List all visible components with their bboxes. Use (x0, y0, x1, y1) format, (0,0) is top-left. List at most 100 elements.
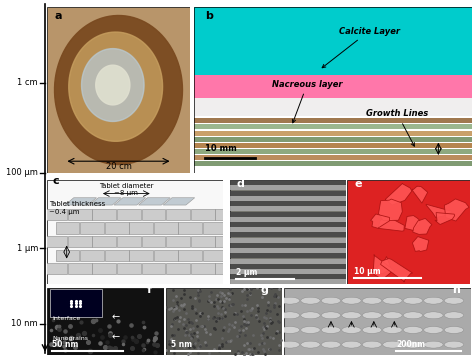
FancyBboxPatch shape (43, 263, 67, 274)
FancyBboxPatch shape (230, 269, 346, 274)
FancyBboxPatch shape (117, 209, 141, 220)
Polygon shape (82, 49, 144, 121)
FancyBboxPatch shape (43, 209, 67, 220)
Circle shape (403, 341, 423, 348)
FancyBboxPatch shape (230, 279, 346, 284)
FancyBboxPatch shape (194, 118, 472, 123)
Text: 5 nm: 5 nm (171, 340, 191, 349)
FancyBboxPatch shape (194, 125, 472, 129)
Polygon shape (373, 255, 395, 278)
Text: 1 cm: 1 cm (17, 78, 38, 87)
Circle shape (424, 297, 443, 304)
Circle shape (321, 297, 341, 304)
FancyBboxPatch shape (142, 263, 165, 274)
Polygon shape (379, 199, 402, 221)
FancyBboxPatch shape (230, 233, 346, 238)
Circle shape (403, 327, 423, 333)
Circle shape (444, 327, 464, 333)
Polygon shape (413, 219, 432, 234)
Circle shape (383, 341, 402, 348)
Circle shape (424, 341, 443, 348)
FancyBboxPatch shape (215, 236, 239, 247)
FancyBboxPatch shape (92, 209, 116, 220)
FancyBboxPatch shape (92, 263, 116, 274)
FancyBboxPatch shape (55, 249, 80, 261)
Polygon shape (378, 216, 404, 231)
FancyBboxPatch shape (92, 236, 116, 247)
FancyBboxPatch shape (230, 180, 346, 185)
Circle shape (301, 341, 320, 348)
Text: f: f (147, 285, 152, 295)
FancyBboxPatch shape (80, 249, 104, 261)
Text: Growth Lines: Growth Lines (366, 109, 428, 146)
FancyBboxPatch shape (230, 196, 346, 201)
Circle shape (301, 297, 320, 304)
Text: Nacreous layer: Nacreous layer (272, 80, 343, 123)
Circle shape (383, 312, 402, 319)
Polygon shape (55, 15, 182, 165)
Circle shape (342, 312, 361, 319)
Circle shape (424, 312, 443, 319)
FancyBboxPatch shape (68, 209, 92, 220)
FancyBboxPatch shape (105, 249, 128, 261)
Text: b: b (205, 11, 213, 21)
Polygon shape (385, 183, 412, 205)
FancyBboxPatch shape (230, 206, 346, 211)
Text: 50 nm: 50 nm (52, 340, 78, 349)
Polygon shape (444, 199, 469, 221)
Text: e: e (355, 179, 362, 189)
FancyBboxPatch shape (194, 98, 472, 117)
FancyBboxPatch shape (230, 253, 346, 258)
Circle shape (301, 327, 320, 333)
FancyBboxPatch shape (117, 263, 141, 274)
Circle shape (403, 297, 423, 304)
Circle shape (383, 327, 402, 333)
Polygon shape (412, 237, 429, 252)
FancyBboxPatch shape (129, 222, 153, 234)
FancyBboxPatch shape (154, 222, 178, 234)
Circle shape (342, 297, 361, 304)
Text: ~8 μm: ~8 μm (114, 190, 138, 197)
Circle shape (362, 327, 382, 333)
FancyBboxPatch shape (230, 201, 346, 206)
FancyBboxPatch shape (230, 243, 346, 248)
Polygon shape (238, 216, 247, 233)
Text: ←: ← (111, 332, 119, 342)
Text: Tablet thickness: Tablet thickness (49, 201, 105, 207)
Circle shape (444, 312, 464, 319)
FancyBboxPatch shape (194, 7, 472, 77)
FancyBboxPatch shape (47, 7, 190, 173)
FancyBboxPatch shape (230, 227, 346, 232)
Circle shape (280, 327, 300, 333)
FancyBboxPatch shape (230, 274, 346, 279)
FancyBboxPatch shape (68, 236, 92, 247)
Circle shape (280, 297, 300, 304)
Circle shape (321, 312, 341, 319)
Circle shape (280, 341, 300, 348)
Text: d: d (237, 179, 245, 189)
FancyBboxPatch shape (154, 249, 178, 261)
FancyBboxPatch shape (194, 75, 472, 100)
FancyBboxPatch shape (194, 161, 472, 166)
Circle shape (362, 312, 382, 319)
FancyBboxPatch shape (284, 288, 471, 355)
Text: a: a (55, 11, 62, 21)
Circle shape (342, 341, 361, 348)
Circle shape (362, 297, 382, 304)
Polygon shape (371, 214, 390, 228)
Text: Calcite Layer: Calcite Layer (322, 27, 400, 68)
Polygon shape (114, 198, 146, 205)
FancyBboxPatch shape (178, 249, 202, 261)
FancyBboxPatch shape (230, 212, 346, 217)
FancyBboxPatch shape (191, 236, 215, 247)
FancyBboxPatch shape (105, 222, 128, 234)
Text: ~0.4 μm: ~0.4 μm (49, 209, 80, 215)
Text: 10 mm: 10 mm (205, 144, 237, 153)
FancyBboxPatch shape (228, 222, 251, 234)
FancyBboxPatch shape (191, 209, 215, 220)
Text: 10 nm: 10 nm (11, 320, 38, 328)
FancyBboxPatch shape (191, 263, 215, 274)
Polygon shape (426, 204, 452, 218)
FancyBboxPatch shape (80, 222, 104, 234)
FancyBboxPatch shape (142, 236, 165, 247)
